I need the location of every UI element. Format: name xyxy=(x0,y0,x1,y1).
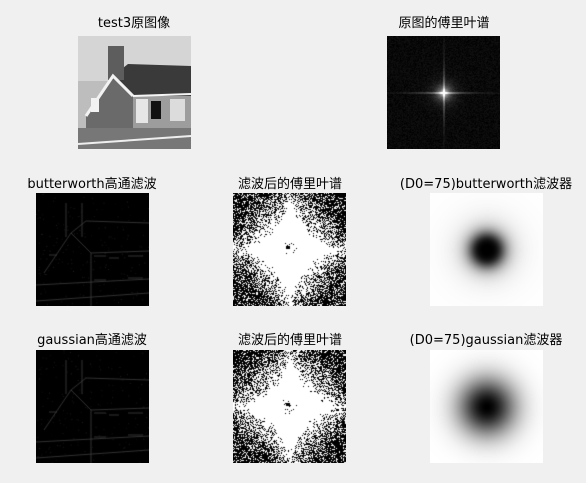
gaussian-filter-title: (D0=75)gaussian滤波器 xyxy=(409,333,563,348)
gaussian-filter-canvas xyxy=(430,350,543,463)
original-image-title: test3原图像 xyxy=(97,16,171,31)
butterworth-filtered-canvas xyxy=(36,193,149,306)
house-picture xyxy=(78,36,191,149)
gaussian-spectrum-canvas xyxy=(233,350,346,463)
gaussian-filtered-canvas xyxy=(36,350,149,463)
butterworth-filtered-title: butterworth高通滤波 xyxy=(27,177,157,192)
butterworth-spectrum-canvas xyxy=(233,193,346,306)
original-spectrum-canvas xyxy=(387,36,500,149)
gaussian-filtered-image xyxy=(36,350,149,463)
original-spectrum-title: 原图的傅里叶谱 xyxy=(398,16,490,31)
butterworth-filtered-image xyxy=(36,193,149,306)
butterworth-filtered-spectrum xyxy=(233,193,346,306)
gaussian-filter-image xyxy=(430,350,543,463)
butterworth-filter-canvas xyxy=(430,193,543,306)
gaussian-filtered-spectrum xyxy=(233,350,346,463)
original-fourier-spectrum xyxy=(387,36,500,149)
original-house-image xyxy=(78,36,191,149)
gaussian-filtered-title: gaussian高通滤波 xyxy=(37,333,147,348)
gaussian-spectrum-title: 滤波后的傅里叶谱 xyxy=(237,333,343,348)
butterworth-spectrum-title: 滤波后的傅里叶谱 xyxy=(237,177,343,192)
butterworth-filter-image xyxy=(430,193,543,306)
butterworth-filter-title: (D0=75)butterworth滤波器 xyxy=(399,177,573,192)
